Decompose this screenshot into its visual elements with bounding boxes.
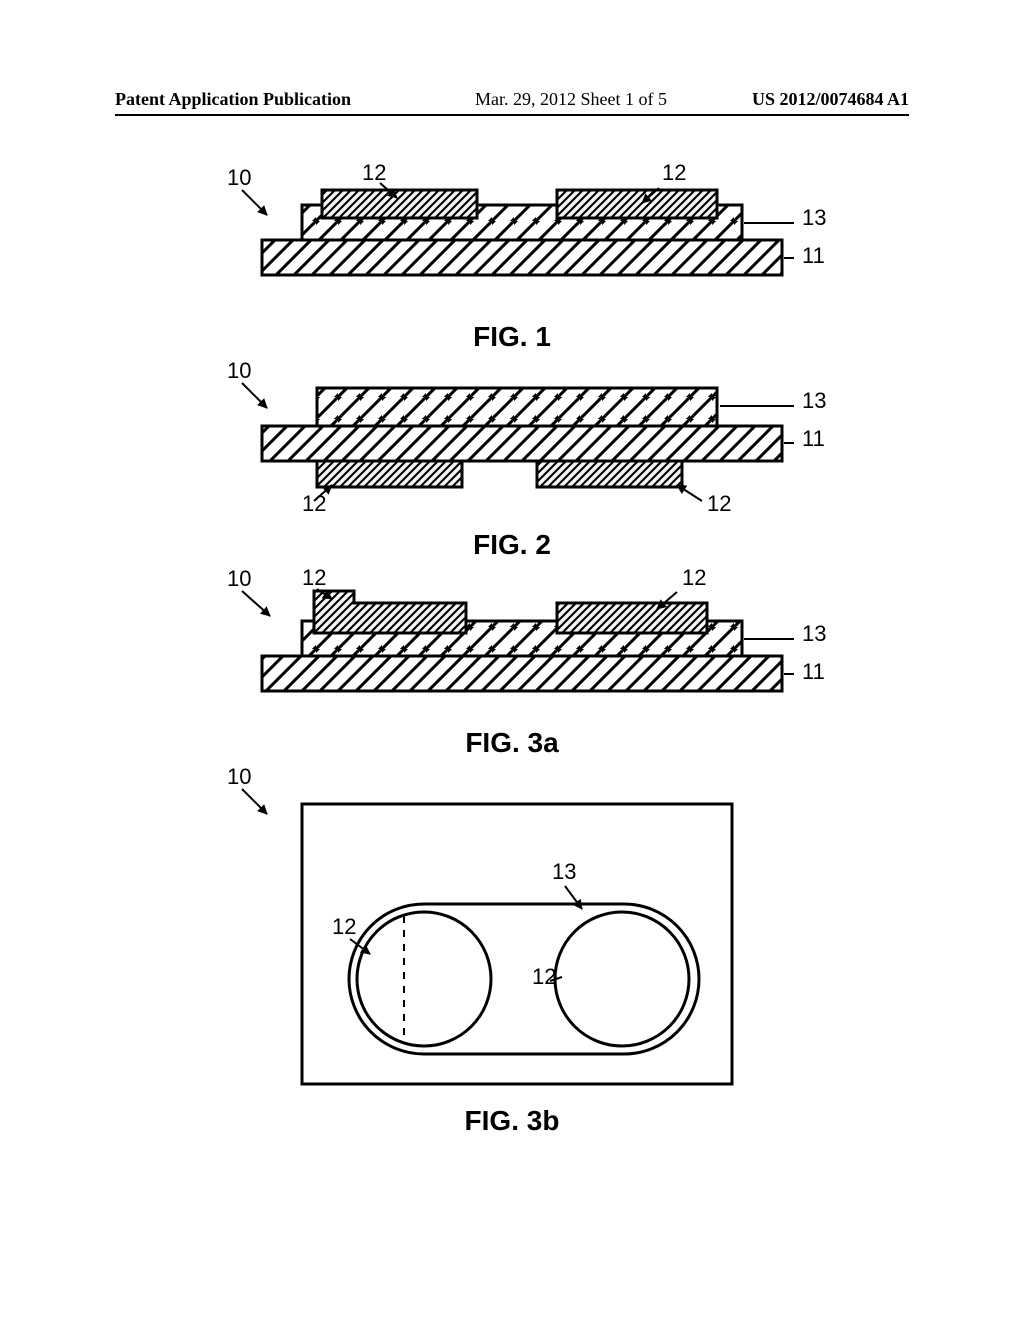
figure-1-caption: FIG. 1 [115, 321, 909, 353]
publication-type: Patent Application Publication [115, 89, 351, 110]
svg-text:10: 10 [227, 764, 251, 789]
figure-3a: 10 12 12 13 11 FIG. 3a [115, 561, 909, 759]
figure-3b-svg-host: 10 13 12 12 [115, 759, 909, 1099]
figure-3b: 10 13 12 12 FIG. 3b [115, 759, 909, 1137]
svg-text:12: 12 [662, 160, 686, 185]
date-sheet: Mar. 29, 2012 Sheet 1 of 5 [475, 89, 667, 110]
svg-text:13: 13 [552, 859, 576, 884]
svg-text:13: 13 [802, 205, 826, 230]
svg-text:12: 12 [707, 491, 731, 516]
publication-number: US 2012/0074684 A1 [752, 89, 909, 110]
figure-1: 10 12 12 13 11 FIG. 1 [115, 155, 909, 353]
svg-text:10: 10 [227, 165, 251, 190]
svg-text:12: 12 [302, 565, 326, 590]
figure-3b-caption: FIG. 3b [115, 1105, 909, 1137]
figure-2-svg-host: 10 13 11 12 12 [115, 353, 909, 523]
figures-area: 10 12 12 13 11 FIG. 1 10 13 11 12 12 FIG. 2 10 12… [115, 155, 909, 1300]
svg-text:12: 12 [532, 964, 556, 989]
svg-text:12: 12 [682, 565, 706, 590]
svg-text:12: 12 [362, 160, 386, 185]
figure-1-svg-host: 10 12 12 13 11 [115, 155, 909, 315]
figure-2: 10 13 11 12 12 FIG. 2 [115, 353, 909, 561]
svg-text:10: 10 [227, 566, 251, 591]
figure-3a-caption: FIG. 3a [115, 727, 909, 759]
svg-text:13: 13 [802, 388, 826, 413]
page-header: Patent Application Publication Mar. 29, … [115, 80, 909, 116]
svg-text:12: 12 [302, 491, 326, 516]
svg-text:12: 12 [332, 914, 356, 939]
svg-text:11: 11 [802, 426, 825, 451]
svg-text:13: 13 [802, 621, 826, 646]
svg-text:11: 11 [802, 659, 825, 684]
svg-text:10: 10 [227, 358, 251, 383]
figure-2-caption: FIG. 2 [115, 529, 909, 561]
figure-3a-svg-host: 10 12 12 13 11 [115, 561, 909, 721]
svg-text:11: 11 [802, 243, 825, 268]
